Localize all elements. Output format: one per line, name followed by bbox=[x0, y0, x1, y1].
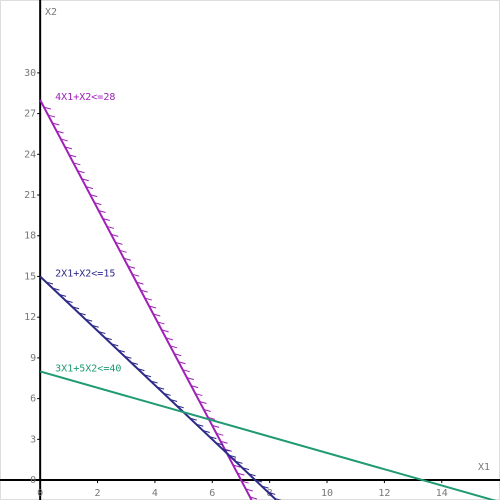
x-tick-label: 10 bbox=[321, 488, 333, 499]
y-tick-label: 30 bbox=[24, 68, 36, 79]
x-tick-label: 14 bbox=[436, 488, 448, 499]
constraint-line bbox=[39, 275, 277, 500]
y-tick-label: 27 bbox=[24, 109, 36, 120]
y-tick-label: 6 bbox=[30, 394, 36, 405]
y-tick-label: 12 bbox=[24, 312, 36, 323]
y-tick-label: 21 bbox=[24, 190, 36, 201]
x-tick-label: 12 bbox=[378, 488, 390, 499]
x-tick-label: 6 bbox=[209, 488, 215, 499]
y-tick-label: 24 bbox=[24, 149, 36, 160]
y-tick-label: 3 bbox=[30, 434, 36, 445]
y-tick-label: 9 bbox=[30, 353, 36, 364]
constraint-label: 2X1+X2<=15 bbox=[55, 268, 115, 279]
x-tick-label: 0 bbox=[37, 488, 43, 499]
y-tick-label: 18 bbox=[24, 231, 36, 242]
constraint-line bbox=[39, 99, 253, 500]
y-axis-label: X2 bbox=[45, 7, 57, 18]
x-tick-label: 4 bbox=[152, 488, 158, 499]
constraint-line bbox=[39, 370, 497, 500]
y-tick-label: 15 bbox=[24, 271, 36, 282]
constraint-label: 3X1+5X2<=40 bbox=[55, 363, 121, 374]
x-tick-label: 2 bbox=[95, 488, 101, 499]
x-axis-label: X1 bbox=[478, 462, 490, 473]
constraint-label: 4X1+X2<=28 bbox=[55, 92, 115, 103]
y-tick-label: 0 bbox=[30, 475, 36, 486]
